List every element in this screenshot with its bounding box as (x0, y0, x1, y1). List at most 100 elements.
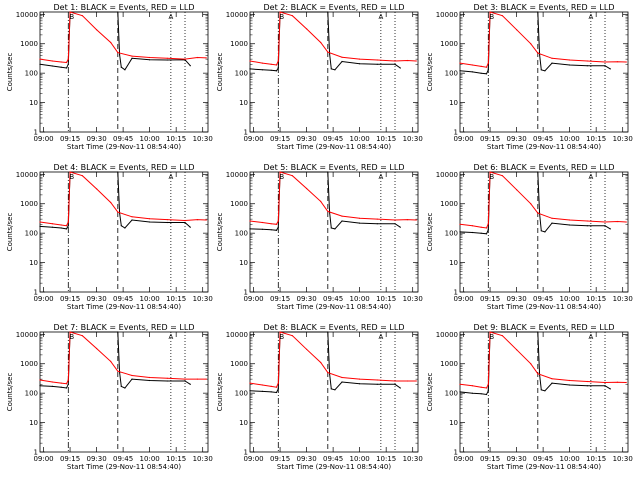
lld-data-point (327, 372, 329, 374)
x-tick-label: 09:30 (506, 135, 526, 143)
lld-data-point (415, 60, 417, 62)
events-data-point (485, 393, 488, 396)
x-axis-label: Start Time (29-Nov-11 08:54:40) (67, 463, 181, 471)
events-data-point (551, 222, 553, 224)
lld-data-point (415, 219, 417, 221)
x-tick-label: 10:00 (560, 295, 580, 303)
lld-data-point (616, 61, 619, 63)
x-tick-label: 10:30 (193, 295, 213, 303)
events-data-point (277, 67, 279, 69)
lld-data-point (51, 60, 54, 62)
lld-data-point (81, 335, 83, 337)
events-data-point (485, 73, 488, 75)
events-data-point (277, 388, 279, 390)
events-data-point (261, 69, 263, 71)
y-tick-label: 1 (454, 449, 458, 457)
lld-series-line (39, 171, 207, 227)
events-data-point (189, 383, 191, 385)
x-tick-label: 10:00 (350, 455, 370, 463)
events-data-point (166, 59, 168, 61)
events-data-point (249, 228, 251, 230)
y-tick-label: 1000 (230, 40, 248, 48)
lld-series-line (39, 331, 207, 385)
lld-data-point (480, 386, 482, 388)
lld-data-point (149, 56, 151, 59)
y-tick-label: 10 (29, 259, 38, 267)
events-data-point (327, 11, 329, 13)
lld-data-point (69, 11, 71, 13)
x-tick-label: 09:00 (453, 135, 473, 143)
events-data-point (149, 221, 151, 223)
lld-data-point (459, 62, 461, 64)
y-tick-label: 100 (25, 230, 38, 238)
lld-data-point (196, 219, 198, 221)
lld-data-point (359, 378, 361, 380)
y-tick-label: 1000 (440, 360, 458, 368)
lld-data-point (415, 380, 417, 382)
x-axis-label: Start Time (29-Nov-11 08:54:40) (487, 143, 601, 151)
lld-data-point (275, 386, 278, 388)
event-marker-label: B (279, 13, 284, 21)
lld-data-point (485, 66, 488, 68)
events-data-point (124, 69, 126, 71)
chart-panel-6: Det 6: BLACK = Events, RED = LLD 1 10 100 10… (426, 163, 633, 311)
x-axis-label: Start Time (29-Nov-11 08:54:40) (67, 303, 181, 311)
x-tick-label: 09:15 (270, 135, 290, 143)
lld-data-point (501, 175, 503, 177)
lld-data-point (196, 56, 198, 59)
event-marker-label: A (378, 173, 383, 181)
lld-data-point (489, 171, 491, 173)
lld-data-point (306, 187, 308, 190)
y-tick-label: 1000 (230, 200, 248, 208)
lld-data-point (569, 379, 571, 382)
plot-frame (249, 11, 419, 133)
lld-data-point (459, 223, 461, 225)
lld-data-point (406, 380, 408, 382)
lld-data-point (81, 15, 83, 17)
event-marker-label: B (279, 173, 284, 181)
events-data-point (117, 11, 119, 13)
x-axis-label: Start Time (29-Nov-11 08:54:40) (67, 143, 181, 151)
x-tick-label: 09:45 (533, 295, 553, 303)
lld-data-point (485, 387, 488, 389)
events-data-point (261, 228, 263, 230)
lld-data-point (320, 361, 322, 364)
x-tick-label: 09:45 (113, 295, 133, 303)
events-data-point (65, 228, 68, 230)
x-tick-label: 10:15 (586, 135, 606, 143)
lld-data-point (306, 348, 308, 350)
lld-data-point (166, 377, 168, 379)
panel-title: Det 6: BLACK = Events, RED = LLD (474, 163, 615, 172)
events-data-point (51, 65, 54, 67)
plot-frame (39, 11, 209, 133)
lld-data-point (261, 221, 263, 224)
lld-data-point (110, 41, 112, 44)
y-tick-label: 10 (239, 419, 248, 427)
events-data-point (184, 380, 186, 382)
lld-data-point (279, 11, 281, 13)
lld-data-point (166, 57, 168, 59)
x-tick-label: 09:45 (113, 135, 133, 143)
lld-data-point (249, 382, 251, 384)
lld-data-point (131, 374, 133, 377)
event-marker-label: A (588, 333, 593, 341)
lld-data-point (625, 221, 627, 223)
events-series-line (459, 171, 611, 235)
y-tick-label: 10 (449, 419, 458, 427)
x-tick-label: 09:45 (113, 455, 133, 463)
events-data-point (117, 171, 119, 173)
event-marker-label: A (378, 13, 383, 21)
events-data-point (586, 225, 588, 227)
events-data-point (60, 227, 62, 229)
events-data-point (261, 390, 263, 392)
x-tick-label: 09:15 (480, 295, 500, 303)
x-tick-label: 09:00 (453, 295, 473, 303)
lld-data-point (196, 378, 198, 380)
events-data-point (270, 229, 272, 231)
events-data-point (275, 229, 278, 231)
lld-data-point (459, 383, 461, 385)
lld-data-point (604, 221, 606, 223)
events-data-point (341, 60, 343, 63)
events-data-point (399, 67, 401, 69)
x-tick-label: 10:30 (613, 135, 633, 143)
